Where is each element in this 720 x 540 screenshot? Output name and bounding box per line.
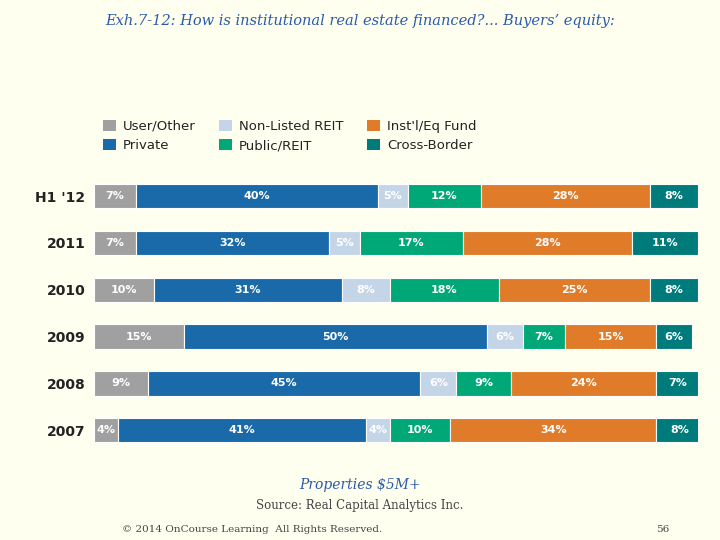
Text: 28%: 28% <box>534 238 560 248</box>
Bar <box>511 371 656 396</box>
Text: 40%: 40% <box>243 191 270 201</box>
Text: 8%: 8% <box>671 425 690 435</box>
Bar <box>154 278 341 302</box>
Text: Source: Real Capital Analytics Inc.: Source: Real Capital Analytics Inc. <box>256 500 464 512</box>
Bar <box>523 325 565 349</box>
Text: 56: 56 <box>656 525 669 534</box>
Bar <box>499 278 650 302</box>
Text: 7%: 7% <box>105 191 125 201</box>
Bar <box>656 418 704 442</box>
Text: 4%: 4% <box>96 425 115 435</box>
Bar <box>94 184 136 208</box>
Bar <box>565 325 656 349</box>
Bar <box>366 418 390 442</box>
Text: 34%: 34% <box>540 425 567 435</box>
Bar <box>462 231 632 255</box>
Text: Properties $5M+: Properties $5M+ <box>300 478 420 492</box>
Text: 5%: 5% <box>336 238 354 248</box>
Text: 41%: 41% <box>228 425 255 435</box>
Bar <box>330 231 360 255</box>
Text: 9%: 9% <box>474 379 493 388</box>
Text: 12%: 12% <box>431 191 458 201</box>
Bar <box>650 278 698 302</box>
Bar <box>148 371 420 396</box>
Text: 6%: 6% <box>429 379 448 388</box>
Bar <box>656 371 698 396</box>
Bar <box>632 231 698 255</box>
Text: 32%: 32% <box>220 238 246 248</box>
Text: 10%: 10% <box>407 425 433 435</box>
Text: 18%: 18% <box>431 285 458 295</box>
Bar <box>378 184 408 208</box>
Text: 7%: 7% <box>105 238 125 248</box>
Text: 8%: 8% <box>665 285 684 295</box>
Bar <box>487 325 523 349</box>
Bar <box>390 418 451 442</box>
Text: 6%: 6% <box>665 332 684 342</box>
Text: 15%: 15% <box>126 332 152 342</box>
Legend: User/Other, Private, Non-Listed REIT, Public/REIT, Inst'l/Eq Fund, Cross-Border: User/Other, Private, Non-Listed REIT, Pu… <box>100 117 479 155</box>
Text: 24%: 24% <box>570 379 597 388</box>
Text: 10%: 10% <box>111 285 137 295</box>
Bar <box>420 371 456 396</box>
Text: 4%: 4% <box>369 425 387 435</box>
Text: 28%: 28% <box>552 191 579 201</box>
Bar <box>94 231 136 255</box>
Text: 6%: 6% <box>495 332 514 342</box>
Bar <box>650 184 698 208</box>
Text: 45%: 45% <box>271 379 297 388</box>
Text: 5%: 5% <box>384 191 402 201</box>
Text: 7%: 7% <box>535 332 554 342</box>
Bar <box>456 371 511 396</box>
Text: © 2014 OnCourse Learning  All Rights Reserved.: © 2014 OnCourse Learning All Rights Rese… <box>122 525 382 534</box>
Bar <box>184 325 487 349</box>
Bar <box>481 184 650 208</box>
Bar <box>94 278 154 302</box>
Bar <box>390 278 499 302</box>
Text: 8%: 8% <box>665 191 684 201</box>
Text: 31%: 31% <box>235 285 261 295</box>
Text: 17%: 17% <box>398 238 424 248</box>
Bar <box>118 418 366 442</box>
Text: 9%: 9% <box>112 379 130 388</box>
Bar <box>408 184 481 208</box>
Bar <box>656 325 693 349</box>
Bar <box>136 231 330 255</box>
Bar <box>341 278 390 302</box>
Bar <box>451 418 656 442</box>
Text: Exh.7-12: How is institutional real estate financed?... Buyers’ equity:: Exh.7-12: How is institutional real esta… <box>105 14 615 28</box>
Text: 7%: 7% <box>667 379 687 388</box>
Bar <box>136 184 378 208</box>
Bar <box>94 418 118 442</box>
Text: 8%: 8% <box>356 285 375 295</box>
Bar <box>360 231 462 255</box>
Bar <box>94 371 148 396</box>
Text: 50%: 50% <box>323 332 348 342</box>
Text: 25%: 25% <box>561 285 588 295</box>
Bar <box>94 325 184 349</box>
Text: 15%: 15% <box>598 332 624 342</box>
Text: 11%: 11% <box>652 238 678 248</box>
